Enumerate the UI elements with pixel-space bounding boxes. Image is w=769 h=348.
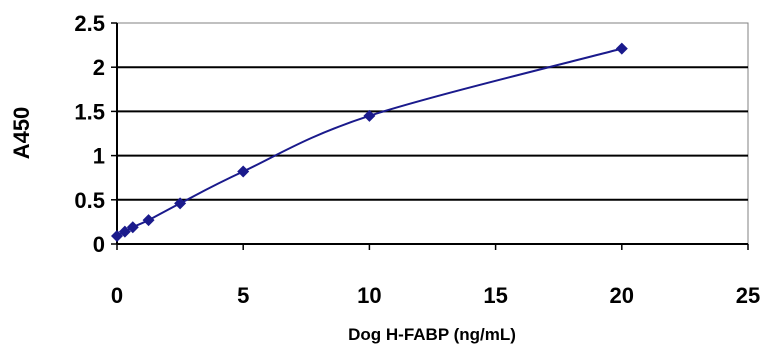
y-tick-label-3: 1.5 [74, 99, 105, 124]
data-point-3 [142, 214, 155, 227]
axes [111, 22, 749, 250]
data-point-7 [615, 42, 628, 55]
y-tick-label-0: 0 [93, 232, 105, 257]
y-axis-title: A450 [9, 107, 34, 160]
data-point-4 [174, 197, 187, 210]
x-tick-label-0: 0 [111, 283, 123, 308]
x-axis-title: Dog H-FABP (ng/mL) [348, 325, 516, 344]
x-tick-label-2: 10 [357, 283, 381, 308]
x-tick-label-5: 25 [736, 283, 760, 308]
data-point-2 [126, 221, 139, 234]
y-tick-label-1: 0.5 [74, 188, 105, 213]
x-tick-labels: 0 5 10 15 20 25 [111, 283, 760, 308]
x-tick-label-4: 20 [610, 283, 634, 308]
y-tick-label-5: 2.5 [74, 11, 105, 36]
x-tick-label-3: 15 [483, 283, 507, 308]
data-point-1 [118, 225, 131, 238]
data-point-0 [111, 230, 123, 243]
grid-lines [117, 66, 748, 201]
y-tick-label-2: 1 [93, 144, 105, 169]
y-tick-label-4: 2 [93, 55, 105, 80]
y-tick-labels: 0 0.5 1 1.5 2 2.5 [74, 11, 105, 257]
x-tick-label-1: 5 [237, 283, 249, 308]
data-point-5 [237, 165, 250, 178]
data-points [111, 42, 628, 243]
data-point-6 [363, 109, 376, 122]
plot-area [116, 22, 749, 245]
